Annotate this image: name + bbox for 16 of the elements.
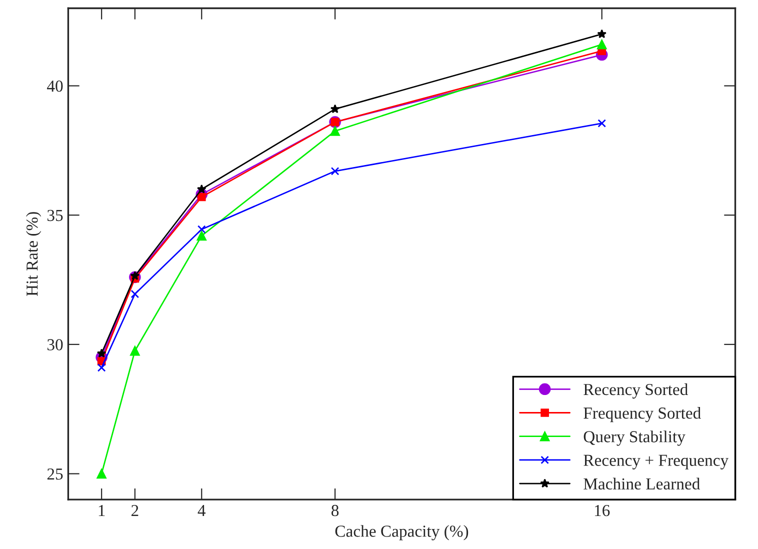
legend-label: Recency + Frequency xyxy=(584,454,729,470)
x-tick-label: 16 xyxy=(594,504,610,516)
legend-label: Frequency Sorted xyxy=(584,407,701,422)
legend-label: Recency Sorted xyxy=(584,383,688,399)
x-axis-title: Cache Capacity (%) xyxy=(335,525,468,540)
legend-label: Query Stability xyxy=(584,430,686,446)
y-axis-title: Hit Rate (%) xyxy=(26,212,42,296)
y-tick-label: 25 xyxy=(47,468,63,480)
x-tick-label: 2 xyxy=(131,504,138,516)
y-tick-label: 30 xyxy=(47,339,63,350)
y-tick-label: 40 xyxy=(47,80,63,92)
x-tick-label: 8 xyxy=(332,504,339,516)
x-tick-label: 1 xyxy=(98,505,105,516)
x-tick-label: 4 xyxy=(198,505,206,516)
y-tick-label: 35 xyxy=(47,210,63,222)
legend-label: Machine Learned xyxy=(584,478,700,490)
